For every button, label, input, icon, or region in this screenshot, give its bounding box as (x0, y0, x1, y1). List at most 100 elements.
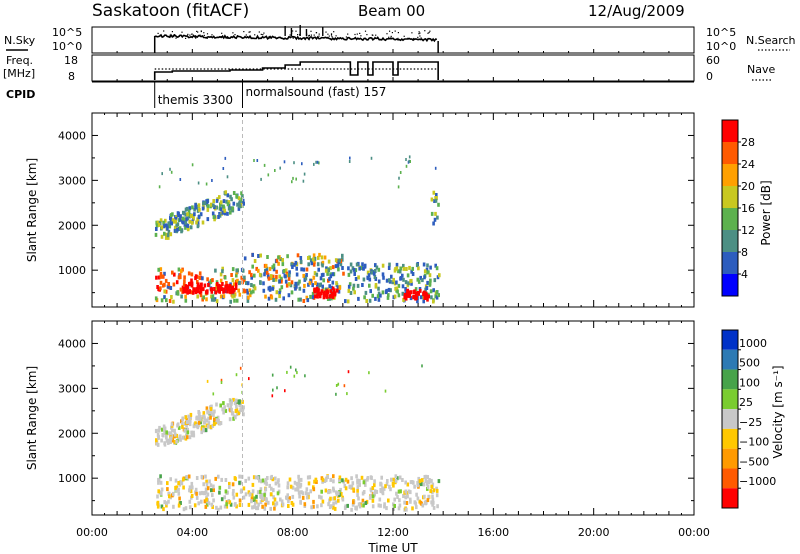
data-cell (232, 397, 235, 402)
noise-search-dot (211, 34, 213, 36)
data-cell (163, 231, 166, 236)
data-cell (313, 289, 316, 294)
noise-search-dot (419, 35, 421, 37)
power-colorbar-tick-label: 28 (741, 136, 755, 149)
data-cell (377, 286, 380, 291)
data-cell (167, 235, 170, 240)
data-cell (168, 224, 172, 229)
data-cell (281, 258, 284, 262)
data-cell (387, 266, 391, 270)
data-cell (437, 293, 440, 298)
data-cell (285, 496, 289, 501)
noise-search-dot (388, 36, 390, 38)
data-cell (305, 487, 309, 492)
data-cell (211, 294, 215, 299)
velocity-colorbar-swatch (722, 428, 738, 449)
data-cell (275, 290, 279, 295)
data-cell (384, 290, 388, 295)
data-cell (426, 485, 430, 489)
data-cell (361, 262, 364, 267)
data-cell (244, 492, 248, 497)
data-cell (197, 203, 201, 208)
data-cell (186, 284, 189, 289)
data-cell (157, 428, 161, 433)
data-cell (363, 263, 367, 268)
data-cell (423, 275, 426, 280)
data-cell (260, 492, 263, 497)
data-cell (336, 288, 339, 293)
data-cell (218, 421, 221, 426)
data-cell (223, 405, 226, 410)
data-cell (321, 477, 325, 482)
range-tick-label: 1000 (58, 472, 86, 485)
data-cell (205, 182, 208, 186)
velocity-colorbar-tick-label: −500 (739, 455, 769, 468)
data-cell (205, 495, 208, 500)
freq-right-label: Nave (747, 63, 775, 76)
data-cell (399, 276, 403, 280)
data-cell (364, 501, 368, 505)
data-cell (232, 201, 236, 206)
data-cell (192, 216, 195, 221)
data-cell (238, 201, 241, 206)
noise-search-dot (159, 35, 161, 37)
data-cell (417, 476, 420, 481)
data-cell (284, 268, 288, 273)
data-cell (250, 290, 253, 295)
data-cell (411, 506, 414, 511)
data-cell (183, 428, 187, 433)
data-cell (240, 197, 243, 202)
data-cell (374, 263, 377, 268)
data-cell (159, 267, 163, 272)
data-cell (187, 414, 191, 419)
data-cell (436, 215, 439, 220)
data-cell (274, 481, 278, 486)
data-cell (210, 202, 213, 207)
data-cell (165, 232, 168, 237)
data-cell (163, 295, 166, 300)
noise-search-dot (411, 32, 413, 34)
data-cell (435, 488, 439, 493)
data-cell (156, 501, 159, 506)
data-cell (174, 485, 177, 490)
data-cell (161, 274, 165, 279)
data-cell (312, 257, 315, 262)
data-cell (213, 417, 216, 422)
data-cell (287, 276, 291, 281)
data-cell (311, 283, 314, 288)
data-cell (367, 273, 371, 278)
data-cell (183, 279, 186, 284)
velocity-colorbar-tick-label: −25 (739, 416, 762, 429)
data-cell (157, 222, 161, 227)
data-cell (222, 199, 226, 204)
data-cell (192, 288, 196, 293)
data-cell (223, 275, 227, 280)
data-cell (172, 299, 175, 304)
data-cell (311, 291, 315, 296)
data-cell (287, 504, 290, 508)
data-cell (397, 185, 400, 189)
noise-search-dot (178, 35, 180, 37)
data-cell (184, 294, 187, 299)
data-cell (302, 288, 306, 293)
noise-search-dot (158, 36, 160, 38)
data-cell (387, 287, 391, 292)
data-cell (252, 284, 256, 289)
data-cell (368, 298, 372, 303)
data-cell (245, 288, 249, 293)
data-cell (237, 288, 240, 293)
data-cell (376, 294, 380, 299)
noise-search-dot (268, 36, 270, 38)
data-cell (336, 263, 340, 268)
time-tick-label: 00:00 (678, 526, 710, 539)
data-cell (408, 159, 410, 163)
data-cell (415, 505, 418, 510)
data-cell (312, 487, 316, 492)
power-colorbar-swatch (722, 186, 738, 208)
data-cell (189, 412, 193, 417)
data-cell (221, 407, 224, 412)
data-cell (401, 284, 405, 289)
data-cell (270, 492, 273, 497)
data-cell (313, 287, 316, 292)
data-cell (339, 262, 343, 267)
